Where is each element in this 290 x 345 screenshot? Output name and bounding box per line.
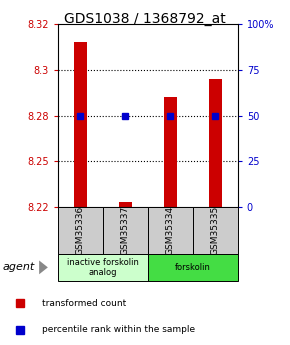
Bar bbox=[148, 207, 193, 254]
Bar bbox=[119, 201, 132, 207]
Text: agent: agent bbox=[3, 263, 35, 272]
Text: GSM35335: GSM35335 bbox=[211, 206, 220, 255]
Text: GDS1038 / 1368792_at: GDS1038 / 1368792_at bbox=[64, 12, 226, 26]
Bar bbox=[209, 79, 222, 207]
Bar bbox=[164, 97, 177, 207]
Polygon shape bbox=[39, 260, 48, 274]
Text: GSM35337: GSM35337 bbox=[121, 206, 130, 255]
Text: transformed count: transformed count bbox=[42, 298, 126, 307]
Bar bbox=[74, 42, 87, 207]
Bar bbox=[58, 207, 103, 254]
Text: percentile rank within the sample: percentile rank within the sample bbox=[42, 325, 195, 334]
Bar bbox=[148, 254, 238, 281]
Bar bbox=[193, 207, 238, 254]
Text: inactive forskolin
analog: inactive forskolin analog bbox=[67, 258, 139, 277]
Bar bbox=[103, 207, 148, 254]
Bar bbox=[58, 254, 148, 281]
Text: GSM35334: GSM35334 bbox=[166, 206, 175, 255]
Text: forskolin: forskolin bbox=[175, 263, 211, 272]
Text: GSM35336: GSM35336 bbox=[76, 206, 85, 255]
